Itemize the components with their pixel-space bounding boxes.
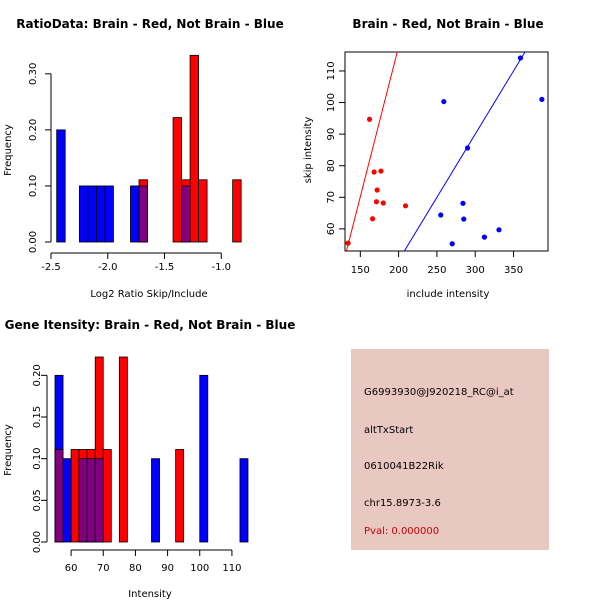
chart1-x-tick-label: -1.5 [155, 262, 175, 273]
chart3-y-tick-label: 0.00 [32, 531, 43, 553]
gene-name: 0610041B22Rik [364, 461, 444, 472]
info-panel: G6993930@J920218_RC@i_at altTxStart 0610… [351, 349, 549, 550]
chart1-x-tick-label: -1.0 [212, 262, 232, 273]
chart1-x-tick-label: -2.0 [98, 262, 118, 273]
chart2-title: Brain - Red, Not Brain - Blue [352, 17, 543, 31]
chart2-point-not-brain [449, 241, 455, 247]
chart3-bar-brain [70, 449, 80, 543]
chart1-bar-notbrain [87, 185, 97, 243]
pval: Pval: 0.000000 [364, 526, 440, 537]
chart1-x-tick-label: -2.5 [41, 262, 61, 273]
chart1-bar-notbrain [56, 129, 66, 243]
chart3-xlabel: Intensity [128, 589, 172, 600]
chart3-bar-notbrain [199, 374, 209, 543]
chart2-x-tick-label: 250 [427, 265, 446, 276]
chart1-ylabel: Frequency [3, 124, 14, 176]
chart2-point-brain [373, 199, 380, 205]
chart3-bar-brain [102, 449, 112, 543]
chart2-point-brain [369, 216, 376, 222]
chart2-point-brain [345, 240, 351, 246]
chart1-y-tick-label: 0.10 [28, 175, 39, 197]
probe-id: G6993930@J920218_RC@i_at [364, 387, 514, 398]
chart1-bar-notbrain [130, 185, 140, 243]
chart2-xlabel: include intensity [407, 289, 490, 300]
chart3-bar-notbrain [62, 458, 72, 543]
chart2-point-not-brain [496, 227, 502, 233]
chart2-point-brain [374, 187, 380, 193]
chart3-bar-overlap [94, 458, 104, 543]
chart1-title: RatioData: Brain - Red, Not Brain - Blue [16, 17, 283, 31]
chart1-bar-brain [172, 117, 182, 243]
chart1-xlabel: Log2 Ratio Skip/Include [90, 289, 207, 300]
chart2-x-tick-label: 300 [466, 265, 485, 276]
chart2-y-tick-label: 70 [326, 191, 337, 204]
chart2-point-not-brain [441, 98, 447, 105]
chart3-x-tick-label: 110 [222, 563, 241, 574]
chart1-bar-overlap [181, 185, 191, 243]
genomic-location: chr15.8973-3.6 [364, 498, 441, 509]
chart1-bar-brain [198, 179, 208, 243]
chart2-point-brain [380, 200, 386, 206]
chart2-x-tick-label: 350 [504, 265, 523, 276]
chart3-bar-notbrain [151, 458, 160, 543]
chart2-point-brain [378, 168, 384, 174]
chart1-y-tick-label: 0.20 [28, 119, 39, 141]
chart3-bar-overlap [86, 458, 96, 543]
chart3-x-tick-label: 100 [190, 563, 209, 574]
chart3-x-tick-label: 60 [65, 563, 78, 574]
chart3-y-tick-label: 0.10 [32, 448, 43, 470]
chart1-bar-brain [232, 179, 242, 243]
chart2-y-tick-label: 110 [326, 61, 337, 80]
chart3-y-tick-label: 0.15 [32, 406, 43, 428]
chart2-ylabel: skip intensity [303, 117, 314, 184]
chart3-y-tick-label: 0.05 [32, 489, 43, 511]
chart2-fit-line-brain [345, 52, 398, 251]
chart3-x-tick-label: 90 [161, 563, 174, 574]
chart1-bar-notbrain [96, 185, 106, 243]
chart3-bar-notbrain [239, 458, 249, 543]
chart2-point-not-brain [464, 145, 471, 151]
chart1-bar-notbrain [78, 185, 89, 243]
chart3-bar-brain [175, 449, 185, 543]
chart3-bar-brain [118, 356, 128, 543]
chart2-y-tick-label: 60 [326, 223, 337, 236]
chart2-point-not-brain [481, 234, 488, 240]
chart2-point-not-brain [438, 212, 444, 218]
chart2-point-not-brain [517, 55, 524, 61]
chart3-bar-overlap [78, 458, 88, 543]
chart2-point-not-brain [461, 216, 467, 222]
chart2-x-tick-label: 150 [351, 265, 370, 276]
chart1-y-tick-label: 0.00 [28, 231, 39, 253]
chart2-y-tick-label: 90 [326, 128, 337, 141]
chart3-x-tick-label: 70 [97, 563, 110, 574]
chart2-fit-line-not-brain [403, 52, 526, 251]
chart2-point-not-brain [460, 200, 466, 206]
chart3-y-tick-label: 0.20 [32, 364, 43, 386]
chart1-bar-brain [189, 54, 199, 243]
chart2-x-tick-label: 200 [389, 265, 408, 276]
chart3-title: Gene Itensity: Brain - Red, Not Brain - … [5, 318, 296, 332]
chart3-ylabel: Frequency [3, 424, 14, 476]
chart2-y-tick-label: 80 [326, 159, 337, 172]
chart1-bar-notbrain [104, 185, 114, 243]
chart2-point-not-brain [539, 96, 545, 102]
chart2-point-brain [366, 116, 373, 122]
chart1-y-tick-label: 0.30 [28, 63, 39, 85]
chart3-bar-overlap [54, 449, 64, 543]
chart2-plot-frame [344, 51, 549, 252]
chart2-y-tick-label: 100 [326, 93, 337, 112]
chart1-bar-overlap [138, 185, 148, 243]
chart2-point-brain [371, 169, 377, 175]
chart3-x-tick-label: 80 [129, 563, 142, 574]
event-type: altTxStart [364, 425, 414, 436]
chart2-point-brain [402, 203, 409, 209]
